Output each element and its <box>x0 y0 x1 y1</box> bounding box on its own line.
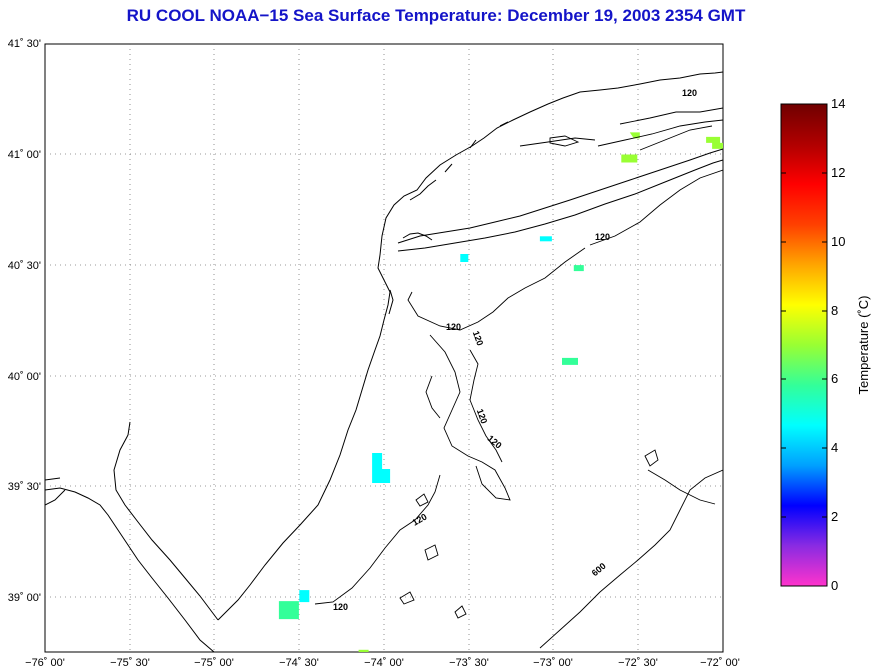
contour-label: 120 <box>595 232 610 242</box>
sst-patch <box>278 601 299 620</box>
lat-label: 39˚ 30' <box>8 481 41 493</box>
lon-label: −74˚ 00' <box>364 657 404 669</box>
sst-patch <box>460 254 469 262</box>
lat-label: 40˚ 00' <box>8 371 41 383</box>
colorbar-tick-label: 10 <box>831 234 845 249</box>
lon-label: −76˚ 00' <box>25 657 65 669</box>
contour-label: 120 <box>682 88 697 98</box>
colorbar-tick-label: 12 <box>831 165 845 180</box>
contour-label: 120 <box>446 322 461 332</box>
colorbar-tick-label: 14 <box>831 96 845 111</box>
lat-label: 39˚ 00' <box>8 592 41 604</box>
sst-patch <box>706 136 723 149</box>
lon-label: −72˚ 30' <box>618 657 658 669</box>
colorbar-tick-label: 2 <box>831 509 838 524</box>
map-title: RU COOL NOAA−15 Sea Surface Temperature:… <box>126 6 746 25</box>
lon-label: −73˚ 00' <box>533 657 573 669</box>
lon-label: −75˚ 00' <box>194 657 234 669</box>
colorbar-tick-label: 8 <box>831 303 838 318</box>
sst-patch <box>573 265 584 272</box>
lat-label: 41˚ 30' <box>8 38 41 50</box>
graticule <box>45 44 723 652</box>
longitude-labels: −76˚ 00' −75˚ 30' −75˚ 00' −74˚ 30' −74˚… <box>25 657 740 669</box>
sst-patch <box>539 236 552 242</box>
sst-patch <box>358 649 369 652</box>
colorbar-tick-label: 6 <box>831 371 838 386</box>
sst-patch <box>562 357 578 365</box>
latitude-labels: 41˚ 30' 41˚ 00' 40˚ 30' 40˚ 00' 39˚ 30' … <box>8 38 41 604</box>
lat-label: 40˚ 30' <box>8 260 41 272</box>
sst-patch <box>621 154 638 163</box>
lon-label: −74˚ 30' <box>279 657 319 669</box>
coastline <box>45 71 723 652</box>
sst-patch <box>372 453 391 483</box>
sst-patches <box>278 132 723 652</box>
colorbar-tick-label: 4 <box>831 440 838 455</box>
bathymetry-contours <box>314 107 723 649</box>
sst-patch <box>299 590 310 603</box>
lon-label: −73˚ 30' <box>449 657 489 669</box>
map-frame[interactable] <box>44 43 724 653</box>
contour-label: 120 <box>471 330 486 348</box>
lon-label: −72˚ 00' <box>700 657 740 669</box>
lat-label: 41˚ 00' <box>8 149 41 161</box>
contour-label: 120 <box>333 602 348 612</box>
lon-label: −75˚ 30' <box>110 657 150 669</box>
colorbar-ticks: 0 2 4 6 8 10 12 14 <box>781 96 845 593</box>
colorbar-label: Temperature (˚C) <box>856 296 871 395</box>
colorbar <box>780 103 828 587</box>
contour-label: 120 <box>475 408 490 426</box>
colorbar-tick-label: 0 <box>831 578 838 593</box>
